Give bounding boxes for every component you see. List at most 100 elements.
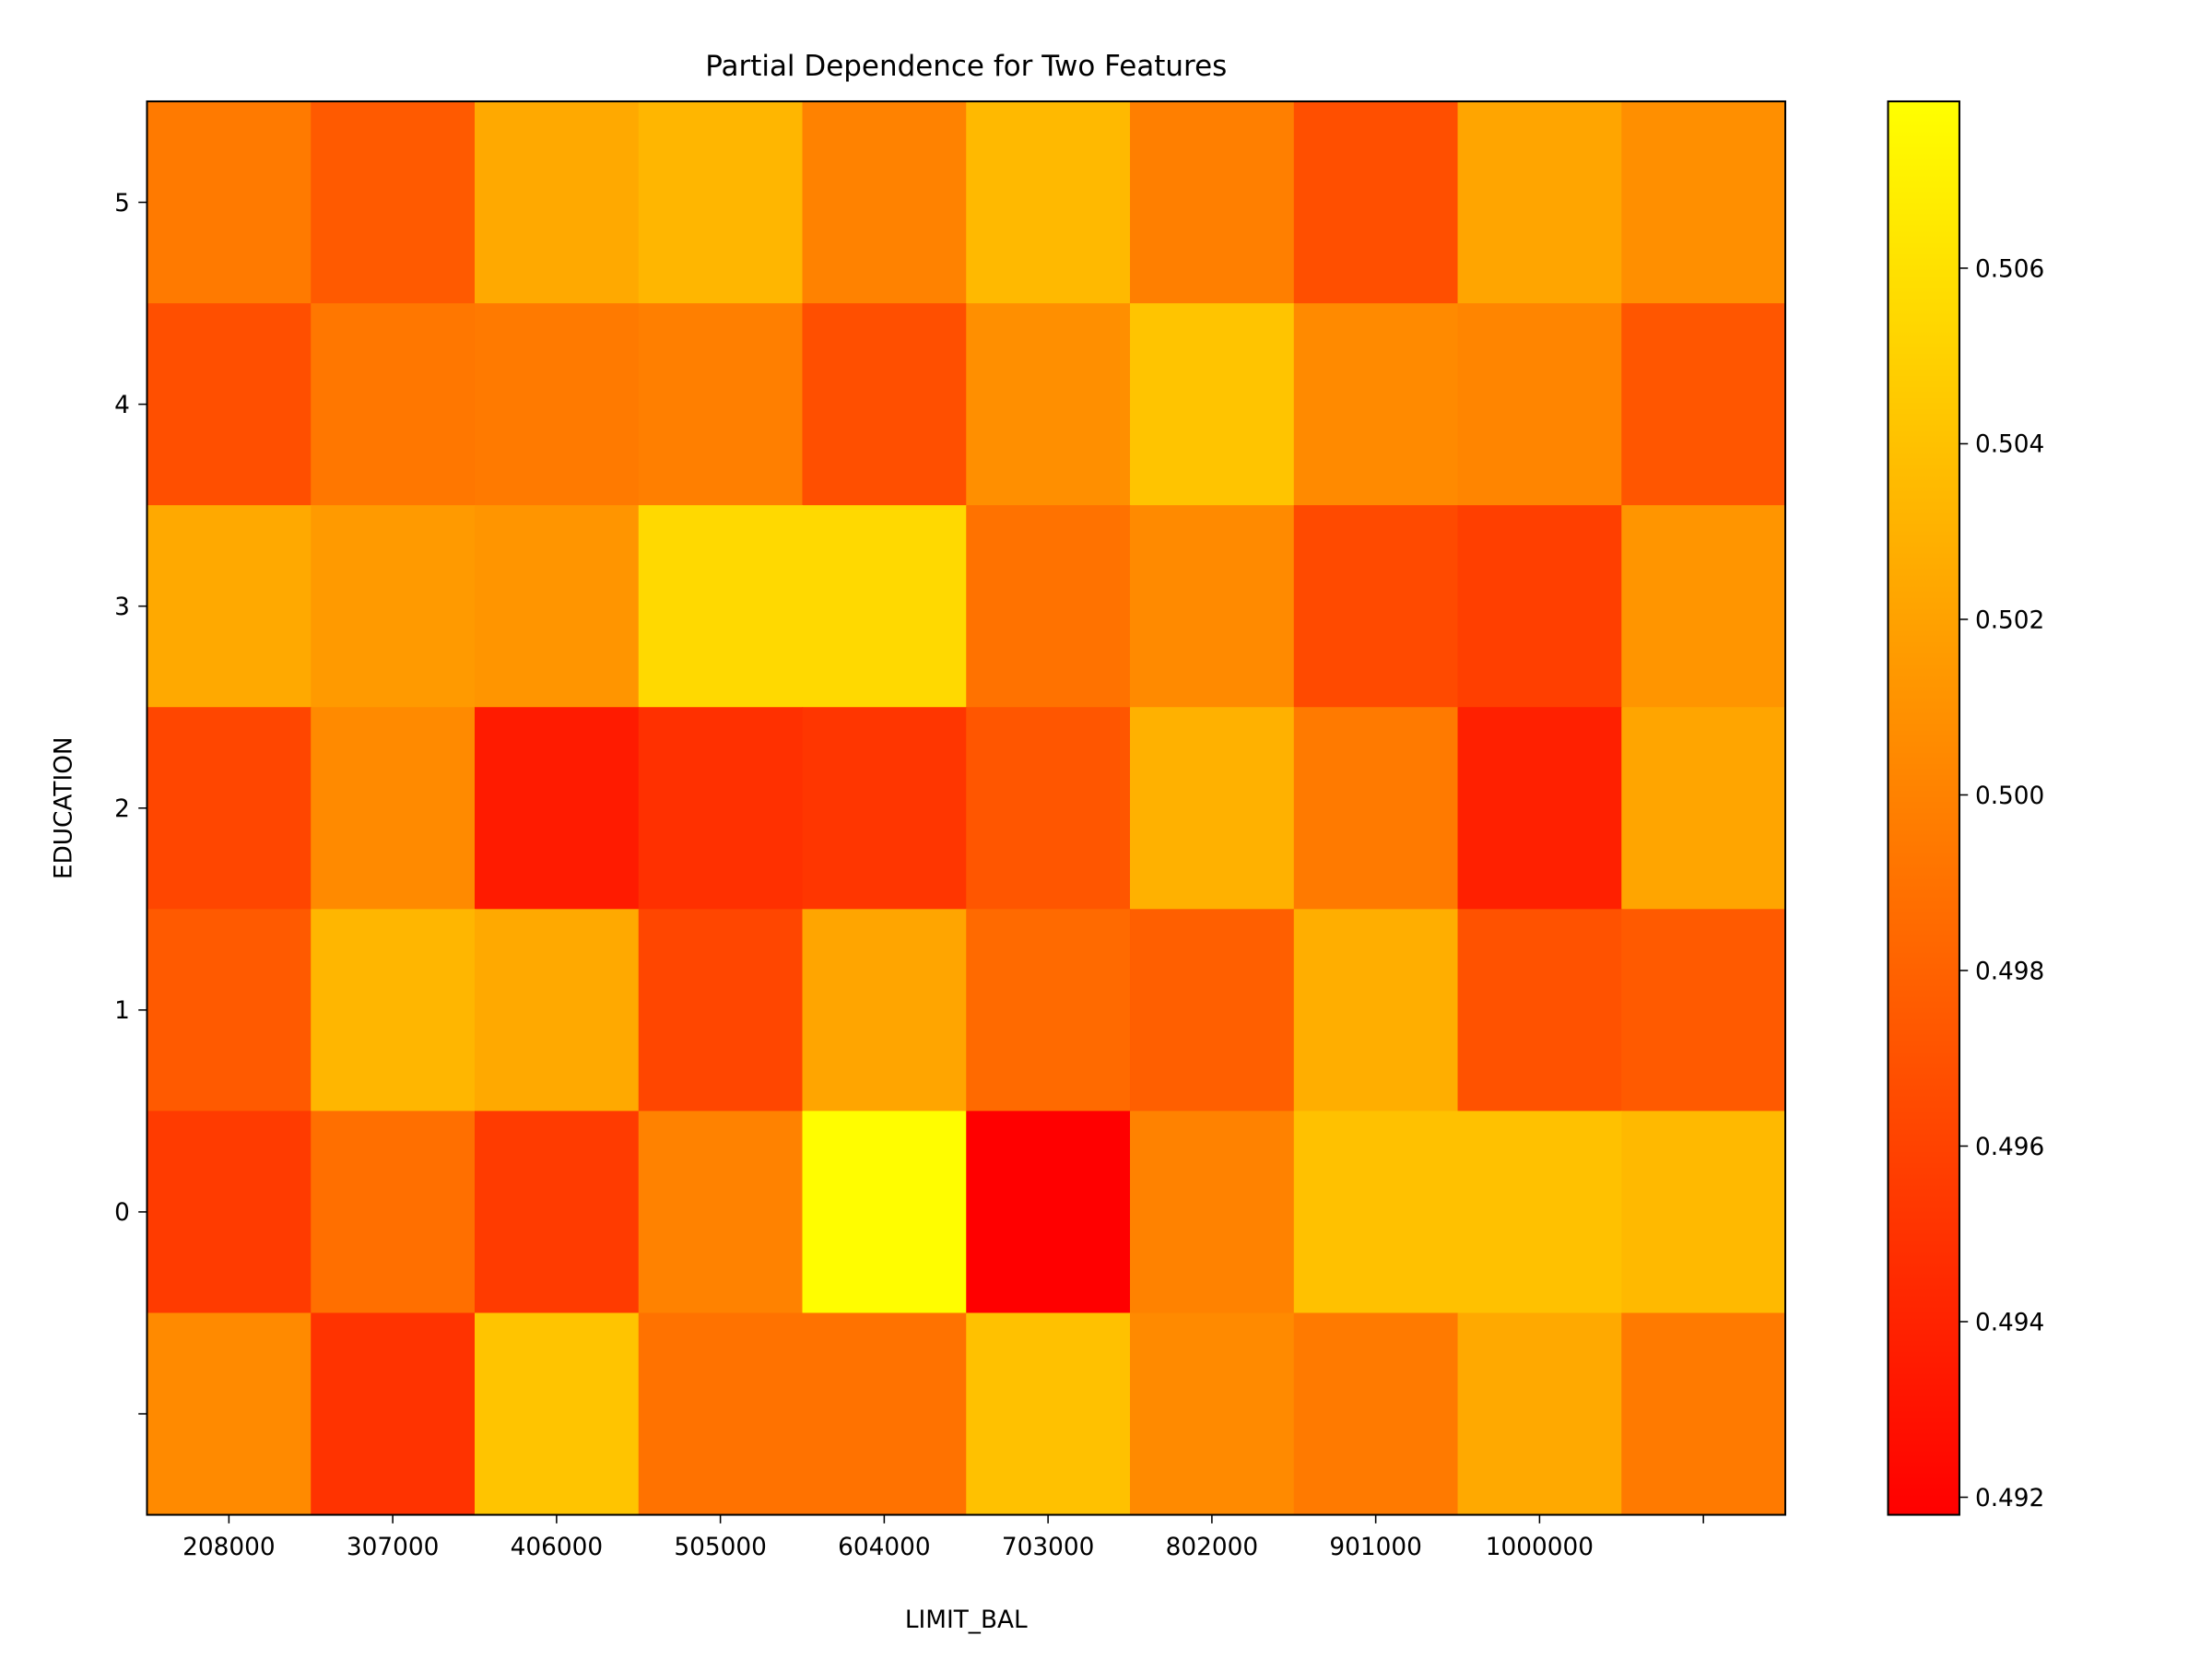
heatmap-cell xyxy=(1621,1312,1786,1516)
heatmap-cell xyxy=(1293,1312,1459,1516)
heatmap-cell xyxy=(638,909,804,1112)
heatmap-cell xyxy=(1621,100,1786,304)
heatmap-cell xyxy=(638,303,804,506)
heatmap-cell xyxy=(802,1111,968,1314)
heatmap-cell xyxy=(311,707,476,911)
heatmap-cell xyxy=(474,909,640,1112)
y-tick-label: 5 xyxy=(114,190,130,218)
heatmap-cell xyxy=(1457,505,1623,708)
heatmap-cell xyxy=(1621,1111,1786,1314)
heatmap-cell xyxy=(966,505,1131,708)
heatmap-cell xyxy=(802,909,968,1112)
chart-title: Partial Dependence for Two Features xyxy=(705,50,1227,83)
heatmap-cell xyxy=(638,505,804,708)
colorbar-tick-label: 0.506 xyxy=(1975,255,2044,283)
heatmap-cell xyxy=(147,1312,312,1516)
heatmap-cell xyxy=(474,303,640,506)
heatmap-cell xyxy=(311,909,476,1112)
heatmap-cell xyxy=(966,707,1131,911)
heatmap-cell xyxy=(966,1312,1131,1516)
x-tick-label: 1000000 xyxy=(1486,1534,1594,1561)
heatmap-cell xyxy=(147,1111,312,1314)
heatmap-cell xyxy=(147,505,312,708)
heatmap-cell xyxy=(311,303,476,506)
colorbar-tick-label: 0.496 xyxy=(1975,1134,2044,1161)
y-tick-label: 3 xyxy=(114,594,130,621)
x-axis: 208000 307000 406000 505000 604000 703000 8020… xyxy=(182,1514,1704,1561)
heatmap-cell xyxy=(1293,707,1459,911)
heatmap-cell xyxy=(1130,1111,1295,1314)
heatmap-cell xyxy=(1293,909,1459,1112)
y-tick-label: 4 xyxy=(114,392,130,419)
heatmap-cell xyxy=(638,1312,804,1516)
y-tick-label: 2 xyxy=(114,795,130,823)
heatmap-cell xyxy=(147,100,312,304)
colorbar-ticks: 0.492 0.494 0.496 0.498 0.500 0.502 0.504 0.506 xyxy=(1959,255,2044,1512)
x-tick-label: 802000 xyxy=(1166,1534,1258,1561)
heatmap-cell xyxy=(1130,505,1295,708)
heatmap-cells xyxy=(147,100,1786,1516)
colorbar-tick-label: 0.492 xyxy=(1975,1485,2044,1512)
heatmap-cell xyxy=(1293,303,1459,506)
heatmap-cell xyxy=(311,505,476,708)
x-tick-label: 901000 xyxy=(1329,1534,1421,1561)
colorbar-tick-label: 0.504 xyxy=(1975,431,2044,459)
heatmap-cell xyxy=(966,303,1131,506)
x-axis-label: LIMIT_BAL xyxy=(905,1606,1028,1634)
x-tick-label: 703000 xyxy=(1002,1534,1094,1561)
heatmap-cell xyxy=(638,100,804,304)
heatmap-cell xyxy=(147,707,312,911)
heatmap-cell xyxy=(802,1312,968,1516)
heatmap-cell xyxy=(1130,707,1295,911)
y-tick-label: 0 xyxy=(114,1199,130,1227)
heatmap-cell xyxy=(638,707,804,911)
heatmap-cell xyxy=(147,303,312,506)
heatmap-cell xyxy=(311,1111,476,1314)
colorbar-tick-label: 0.498 xyxy=(1975,958,2044,985)
heatmap-cell xyxy=(147,909,312,1112)
heatmap-cell xyxy=(1621,909,1786,1112)
heatmap-cell xyxy=(966,100,1131,304)
heatmap-cell xyxy=(1293,100,1459,304)
colorbar-tick-label: 0.494 xyxy=(1975,1309,2044,1336)
x-tick-label: 406000 xyxy=(511,1534,603,1561)
x-tick-label: 307000 xyxy=(347,1534,439,1561)
x-tick-label: 505000 xyxy=(674,1534,766,1561)
heatmap-cell xyxy=(474,1111,640,1314)
heatmap-cell xyxy=(966,909,1131,1112)
colorbar xyxy=(1887,100,1960,1516)
x-tick-label: 604000 xyxy=(838,1534,930,1561)
heatmap-cell xyxy=(1130,909,1295,1112)
heatmap-cell xyxy=(474,1312,640,1516)
heatmap-cell xyxy=(802,505,968,708)
heatmap-cell xyxy=(1130,1312,1295,1516)
heatmap-cell xyxy=(638,1111,804,1314)
heatmap-cell xyxy=(1293,505,1459,708)
heatmap-cell xyxy=(1621,707,1786,911)
heatmap-cell xyxy=(1457,909,1623,1112)
heatmap-cell xyxy=(1621,505,1786,708)
heatmap-cell xyxy=(1293,1111,1459,1314)
heatmap-cell xyxy=(1130,303,1295,506)
heatmap-cell xyxy=(311,100,476,304)
heatmap-cell xyxy=(1457,1111,1623,1314)
heatmap-cell xyxy=(474,707,640,911)
heatmap-cell xyxy=(802,303,968,506)
heatmap-cell xyxy=(1457,1312,1623,1516)
y-axis: 5 4 3 2 1 0 xyxy=(114,190,147,1415)
colorbar-tick-label: 0.502 xyxy=(1975,606,2044,634)
heatmap-cell xyxy=(802,100,968,304)
heatmap-cell xyxy=(474,505,640,708)
heatmap-cell xyxy=(1457,100,1623,304)
heatmap-cell xyxy=(311,1312,476,1516)
y-axis-label: EDUCATION xyxy=(50,736,77,879)
heatmap-cell xyxy=(802,707,968,911)
heatmap-cell xyxy=(966,1111,1131,1314)
heatmap-cell xyxy=(474,100,640,304)
heatmap-cell xyxy=(1457,707,1623,911)
heatmap-cell xyxy=(1457,303,1623,506)
colorbar-tick-label: 0.500 xyxy=(1975,782,2044,810)
heatmap-cell xyxy=(1621,303,1786,506)
heatmap-cell xyxy=(1130,100,1295,304)
